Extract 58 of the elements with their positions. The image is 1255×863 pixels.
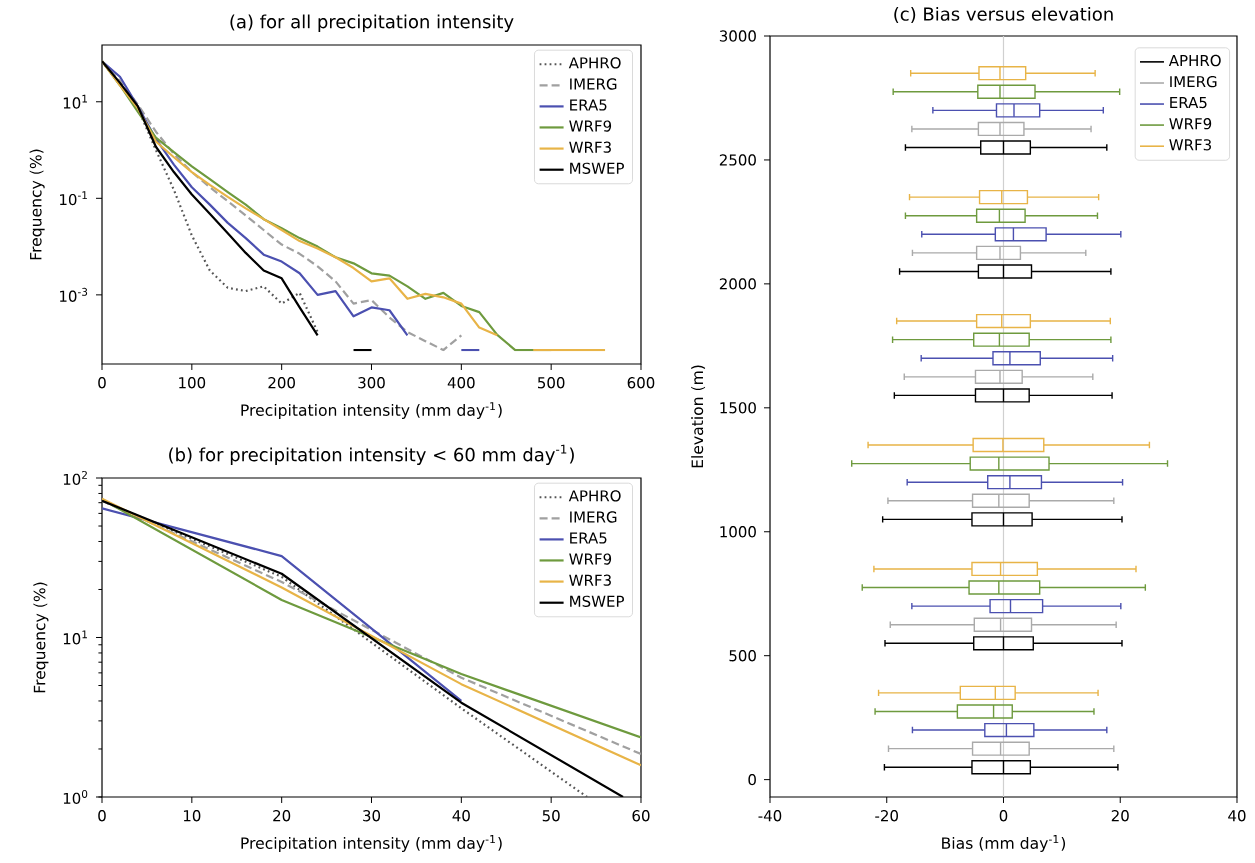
legend-label: ERA5 [1170, 97, 1207, 109]
y-tick-label: 1500 [720, 402, 756, 414]
legend-label: WRF3 [569, 141, 611, 153]
y-tick-label: 2000 [719, 278, 756, 290]
legend-label: IMERG [570, 511, 617, 523]
y-tick-label: 10$^{1}$ [63, 630, 87, 645]
y-tick-label: 2500 [719, 154, 756, 166]
legend-label: IMERG [1170, 75, 1217, 88]
y-tick-label: 10$^{-1}$ [60, 191, 87, 206]
legend-label: MSWEP [570, 162, 625, 174]
x-tick-label: 0 [999, 810, 1008, 822]
y-tick-label: 0 [748, 773, 756, 786]
x-tick-label: 0 [98, 377, 106, 389]
x-tick-label: 200 [268, 377, 295, 389]
y-tick-label: 1000 [720, 526, 756, 538]
legend-label: IMERG [570, 78, 617, 90]
legend-label: WRF9 [1169, 118, 1212, 130]
x-tick-label: 60 [632, 810, 650, 822]
x-tick-label: 300 [358, 377, 385, 389]
y-tick-label: 10$^{-3}$ [60, 287, 88, 302]
x-tick-label: 20 [273, 810, 291, 822]
legend-label: APHRO [568, 57, 621, 69]
x-tick-label: 10 [183, 810, 201, 822]
x-axis-title: Precipitation intensity (mm day$^{-1}$) [241, 402, 502, 419]
x-tick-label: 100 [179, 377, 206, 389]
legend-label: ERA5 [570, 532, 607, 544]
x-tick-label: 40 [1228, 810, 1246, 822]
y-axis-title: Frequency (%) [29, 149, 45, 260]
y-tick-label: 10$^{1}$ [63, 94, 87, 109]
legend-label: WRF9 [569, 553, 612, 565]
y-axis-title: Elevation (m) [691, 365, 706, 468]
x-tick-label: 600 [627, 377, 655, 389]
x-tick-label: 40 [452, 810, 470, 822]
y-axis-title: Frequency (%) [33, 582, 49, 693]
x-axis-title: Precipitation intensity (mm day$^{-1}$) [241, 835, 502, 852]
chart-title: (c) Bias versus elevation [894, 6, 1113, 23]
x-tick-label: -40 [758, 810, 782, 822]
x-tick-label: -20 [875, 810, 898, 822]
legend-label: APHRO [568, 490, 621, 502]
x-tick-label: 500 [538, 377, 565, 389]
y-tick-label: 10$^{2}$ [63, 470, 87, 486]
x-tick-label: 0 [98, 810, 106, 822]
chart-title: (b) for precipitation intensity < 60 mm day$^{-1}$) [169, 444, 574, 465]
y-tick-label: 10$^{0}$ [63, 789, 88, 805]
legend-label: WRF9 [569, 120, 612, 132]
legend-label: WRF3 [1169, 139, 1211, 151]
x-tick-label: 20 [1111, 810, 1129, 822]
x-tick-label: 30 [363, 810, 381, 822]
x-tick-label: 50 [542, 810, 560, 822]
x-tick-label: 400 [447, 377, 475, 389]
legend-label: WRF3 [569, 574, 611, 586]
x-axis-title: Bias (mm day$^{-1}$) [942, 835, 1066, 852]
chart-title: (a) for all precipitation intensity [230, 14, 514, 32]
legend-label: APHRO [1168, 54, 1221, 67]
y-tick-label: 3000 [719, 30, 756, 42]
legend-label: MSWEP [570, 595, 625, 607]
y-tick-label: 500 [729, 650, 756, 662]
legend-label: ERA5 [570, 99, 607, 111]
